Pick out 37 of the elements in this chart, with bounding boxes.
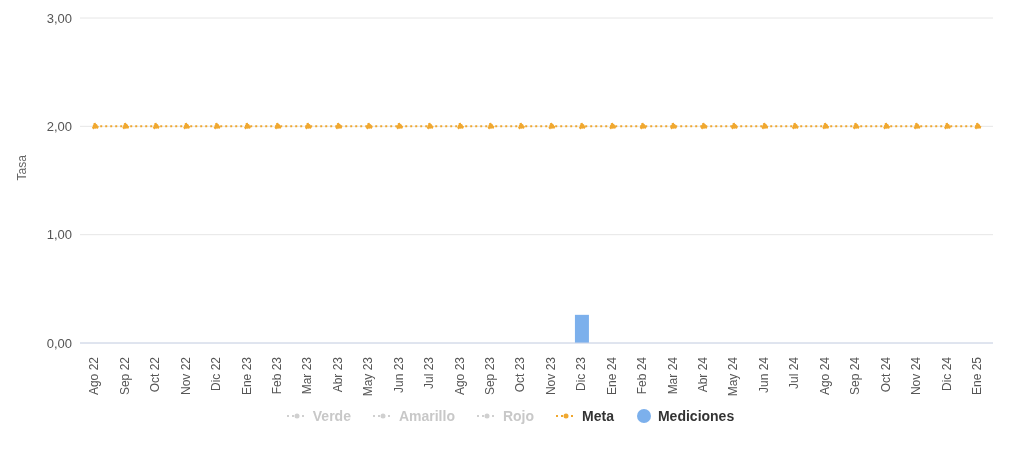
x-tick-label: Abr 23 <box>330 356 345 393</box>
x-tick-label: Jul 24 <box>787 356 802 390</box>
x-tick-label: Sep 23 <box>483 356 498 396</box>
y-axis-title: Tasa <box>15 154 30 181</box>
x-tick-label: May 24 <box>726 356 741 397</box>
x-tick-label: Feb 24 <box>635 356 650 395</box>
x-tick-label: Oct 23 <box>513 356 528 393</box>
x-tick-label: Ago 22 <box>87 356 102 396</box>
x-tick-label: Abr 24 <box>696 356 711 393</box>
x-tick-label: Ago 23 <box>452 356 467 396</box>
x-tick-label: Ene 25 <box>969 356 984 396</box>
x-tick-label: Jul 23 <box>422 356 437 390</box>
legend-label: Meta <box>582 408 614 424</box>
x-tick-label: Ene 24 <box>604 356 619 396</box>
x-tick-label: Mar 24 <box>665 356 680 395</box>
x-tick-label: Dic 23 <box>574 356 589 392</box>
y-tick-label: 1,00 <box>46 227 72 243</box>
x-tick-label: Sep 24 <box>848 356 863 396</box>
legend-label: Mediciones <box>657 408 735 424</box>
x-tick-label: Jun 23 <box>391 356 406 394</box>
x-tick-label: Nov 24 <box>909 356 924 396</box>
y-tick-label: 2,00 <box>46 118 72 134</box>
y-tick-label: 0,00 <box>46 335 72 351</box>
x-tick-label: Jun 24 <box>756 356 771 394</box>
x-tick-label: Dic 24 <box>939 356 954 392</box>
x-tick-label: Sep 22 <box>117 356 132 396</box>
x-tick-label: Ene 23 <box>239 356 254 396</box>
x-tick-label: Ago 24 <box>817 356 832 396</box>
x-tick-label: Feb 23 <box>269 356 284 395</box>
x-tick-label: Oct 22 <box>148 356 163 393</box>
x-tick-label: May 23 <box>361 356 376 397</box>
x-tick-label: Nov 23 <box>543 356 558 396</box>
y-tick-label: 3,00 <box>46 10 72 26</box>
x-tick-label: Mar 23 <box>300 356 315 395</box>
x-tick-label: Oct 24 <box>878 356 893 393</box>
x-tick-label: Nov 22 <box>178 356 193 396</box>
x-tick-label: Dic 22 <box>209 356 224 392</box>
